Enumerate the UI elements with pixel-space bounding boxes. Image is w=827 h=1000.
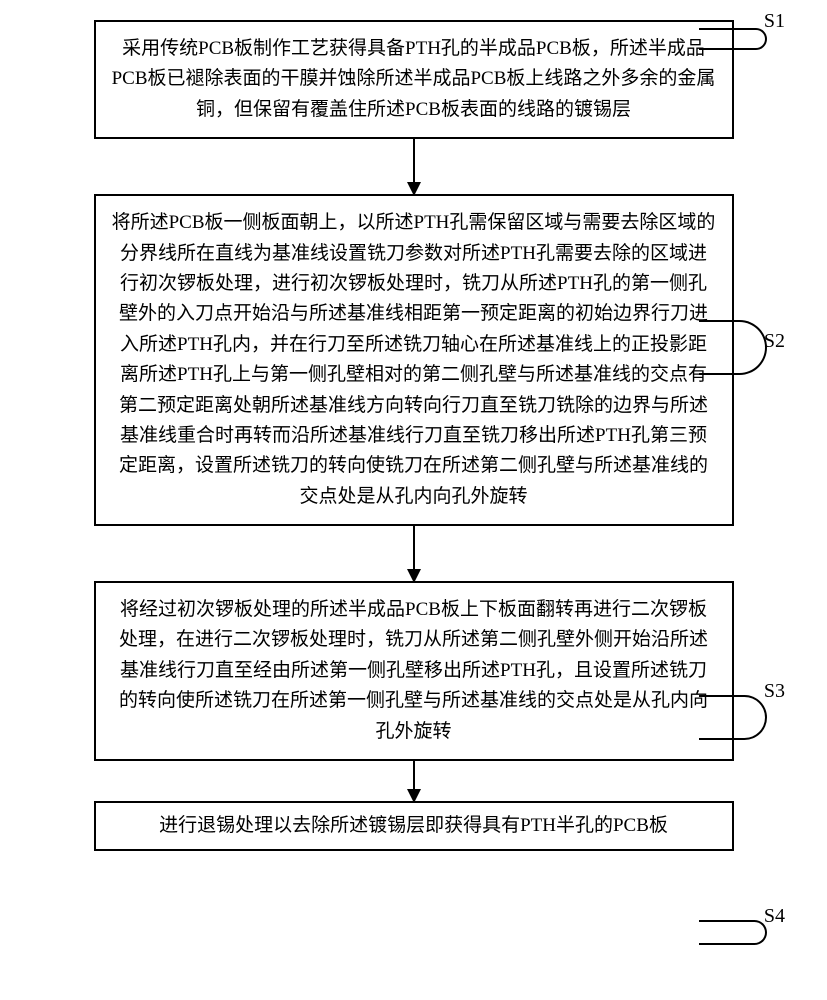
flowchart-container: 采用传统PCB板制作工艺获得具备PTH孔的半成品PCB板，所述半成品PCB板已褪… — [40, 20, 787, 851]
step-box-s1: 采用传统PCB板制作工艺获得具备PTH孔的半成品PCB板，所述半成品PCB板已褪… — [94, 20, 734, 139]
step-box-s4: 进行退锡处理以去除所述镀锡层即获得具有PTH半孔的PCB板 — [94, 801, 734, 851]
label-s3: S3 — [764, 680, 785, 703]
step-wrapper-1: 采用传统PCB板制作工艺获得具备PTH孔的半成品PCB板，所述半成品PCB板已褪… — [40, 20, 787, 139]
arrow-3-4 — [413, 761, 415, 801]
arrow-2-3 — [413, 526, 415, 581]
label-s4: S4 — [764, 905, 785, 928]
connector-s2 — [699, 320, 767, 375]
step-text-s3: 将经过初次锣板处理的所述半成品PCB板上下板面翻转再进行二次锣板处理，在进行二次… — [119, 599, 708, 742]
step-text-s2: 将所述PCB板一侧板面朝上，以所述PTH孔需保留区域与需要去除区域的分界线所在直… — [112, 212, 716, 507]
step-wrapper-4: 进行退锡处理以去除所述镀锡层即获得具有PTH半孔的PCB板 — [40, 801, 787, 851]
step-box-s2: 将所述PCB板一侧板面朝上，以所述PTH孔需保留区域与需要去除区域的分界线所在直… — [94, 194, 734, 526]
label-s1: S1 — [764, 10, 785, 33]
step-wrapper-2: 将所述PCB板一侧板面朝上，以所述PTH孔需保留区域与需要去除区域的分界线所在直… — [40, 194, 787, 526]
step-wrapper-3: 将经过初次锣板处理的所述半成品PCB板上下板面翻转再进行二次锣板处理，在进行二次… — [40, 581, 787, 761]
connector-s4 — [699, 920, 767, 945]
arrow-1-2 — [413, 139, 415, 194]
label-s2: S2 — [764, 330, 785, 353]
connector-s3 — [699, 695, 767, 740]
connector-s1 — [699, 28, 767, 50]
step-text-s4: 进行退锡处理以去除所述镀锡层即获得具有PTH半孔的PCB板 — [159, 815, 668, 836]
step-text-s1: 采用传统PCB板制作工艺获得具备PTH孔的半成品PCB板，所述半成品PCB板已褪… — [112, 38, 716, 120]
step-box-s3: 将经过初次锣板处理的所述半成品PCB板上下板面翻转再进行二次锣板处理，在进行二次… — [94, 581, 734, 761]
